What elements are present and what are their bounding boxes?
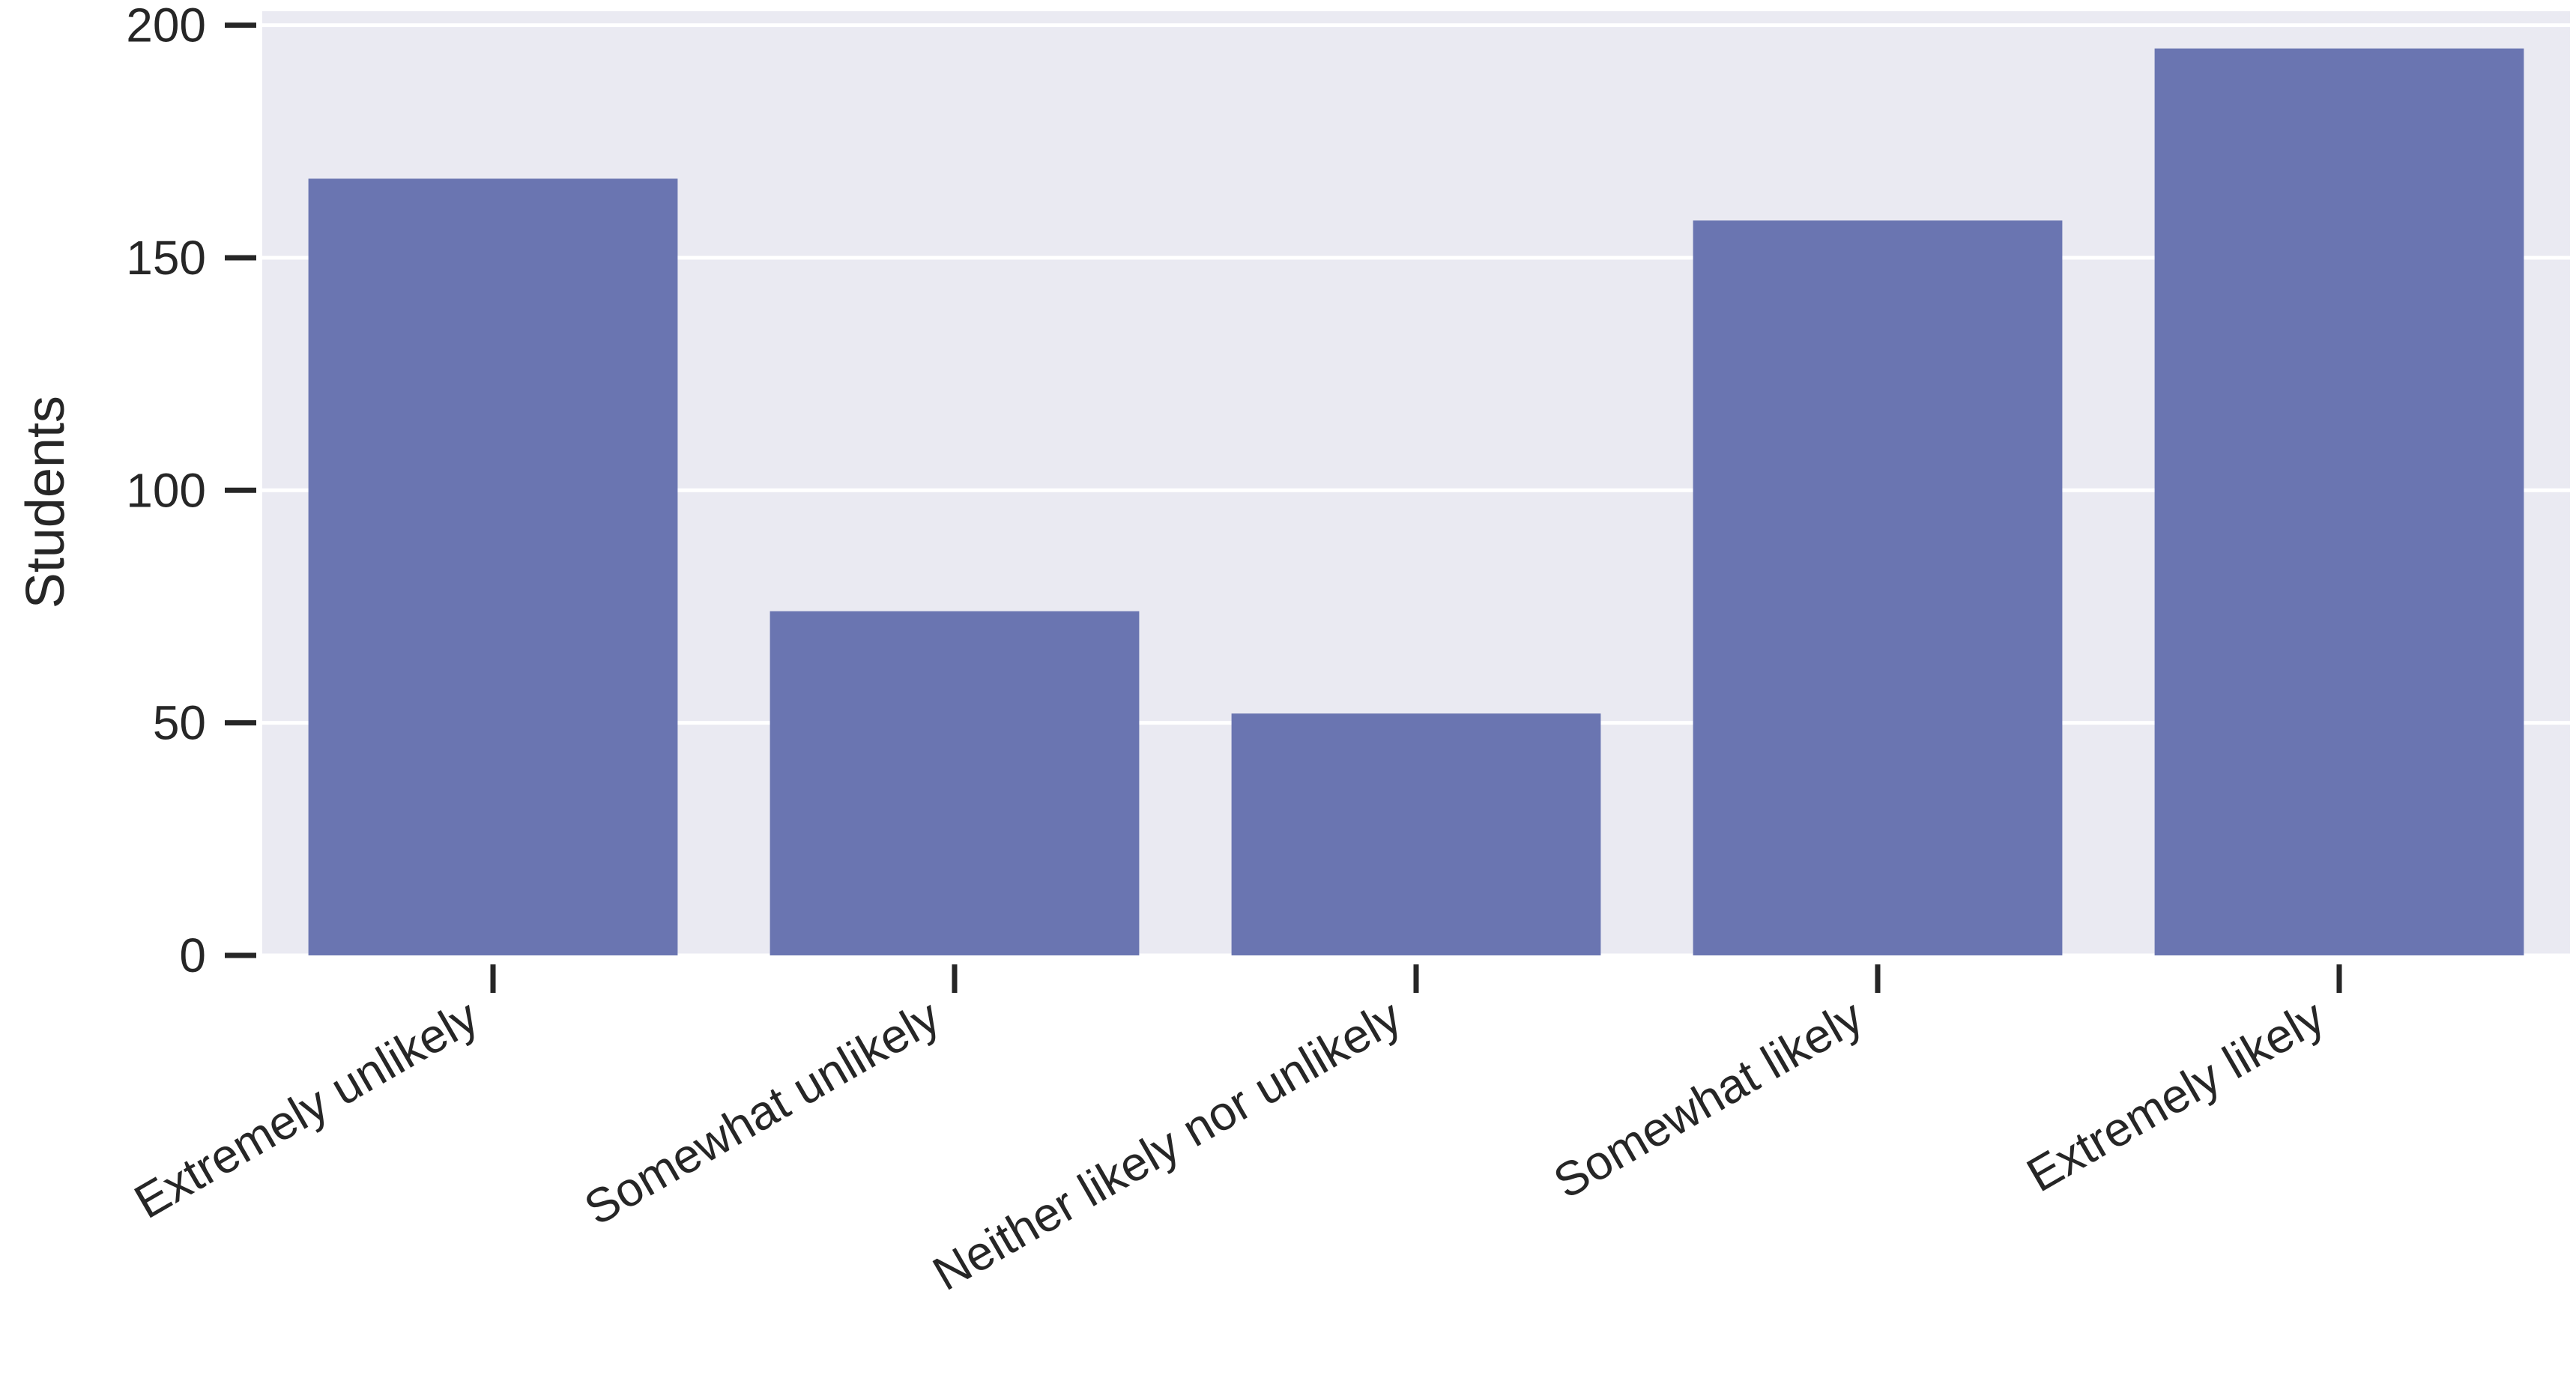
x-axis: Extremely unlikely Somewhat unlikelyNeith… [125,964,2342,1301]
bars [308,48,2524,956]
y-tick-label: 0 [179,928,206,982]
y-axis-label: Students [16,396,76,608]
y-axis: 0 50 100 150 200 [126,0,256,982]
bar [308,178,678,956]
bar [1231,713,1601,955]
x-tick-label: Extremely likely [2018,989,2333,1203]
y-tick-label: 150 [126,231,206,285]
y-tick-label: 200 [126,0,206,52]
bar [1693,220,2063,956]
x-tick-label: Somewhat likely [1545,989,1872,1209]
y-tick-label: 100 [126,463,206,517]
bar [770,611,1140,955]
x-tick-label: Neither likely nor unlikely [924,989,1410,1301]
x-tick-label: Extremely unlikely [125,989,487,1229]
bar [2154,48,2524,956]
x-tick-label: Somewhat unlikely [575,989,949,1236]
y-tick-label: 50 [153,696,206,750]
